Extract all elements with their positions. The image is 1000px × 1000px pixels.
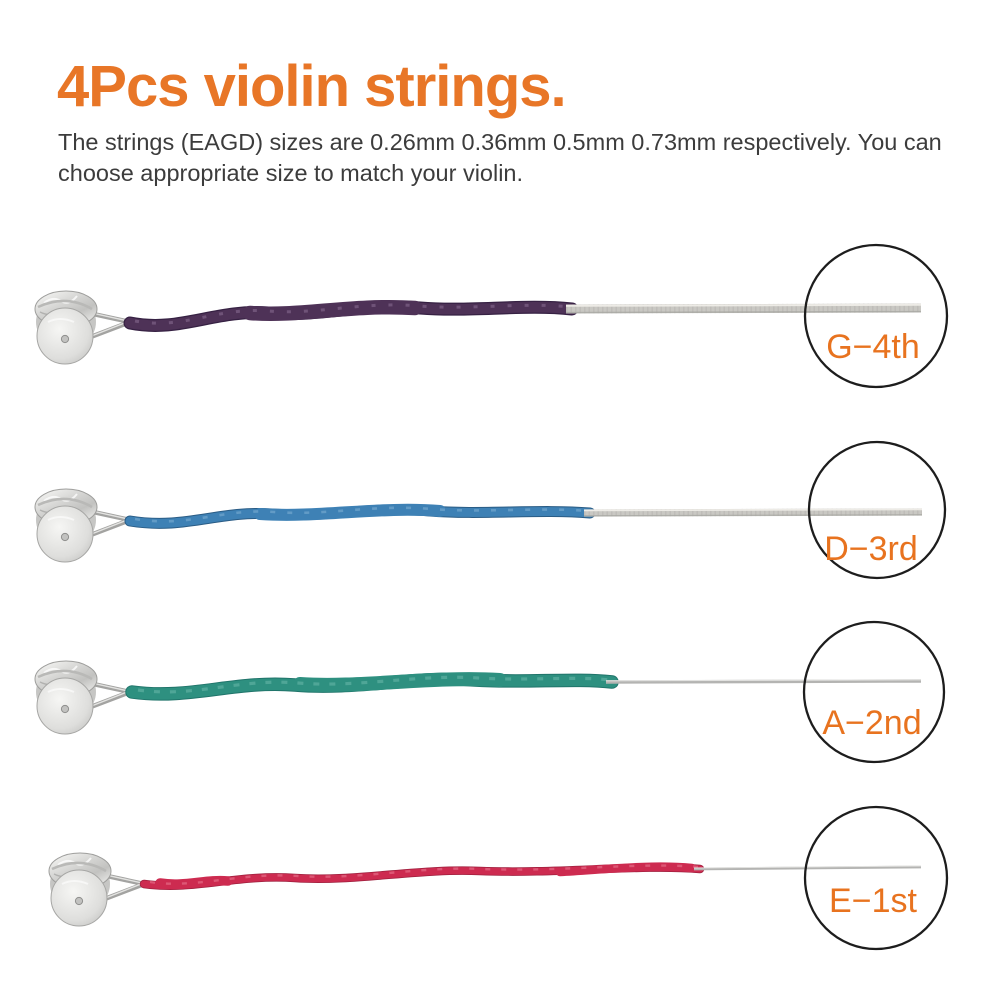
ball-end-icon [35,291,130,364]
string-tail-texture [565,303,922,314]
string-tail-highlight [605,679,922,682]
subtitle-line-1: The strings (EAGD) sizes are 0.26mm 0.36… [58,129,942,155]
subtitle: The strings (EAGD) sizes are 0.26mm 0.36… [58,127,942,189]
silk-winding-bulge [254,503,446,521]
ball-end-icon [35,661,130,734]
string-tail [605,679,922,684]
string-tail-highlight [693,865,922,869]
string-label-g-4th: G−4th [826,328,920,366]
string-label-a-2nd: A−2nd [822,704,922,742]
string-tail-highlight [583,508,923,512]
string-label-e-1st: E−1st [829,882,917,920]
string-tail-highlight [565,303,922,307]
string-tail [565,303,922,314]
ball-end-icon [49,853,144,926]
string-tail-shade [565,310,922,314]
silk-winding-flecks [137,675,611,694]
annotation-circle-d [807,440,947,580]
annotation-circle-e [803,805,949,951]
string-tail-shade [583,514,923,517]
page-title: 4Pcs violin strings. [57,54,567,119]
silk-winding-bulge [242,299,423,322]
silk-winding-flecks [134,303,571,325]
string-row-d-3rd [35,440,947,580]
silk-winding-flecks [134,506,589,523]
subtitle-line-2: choose appropriate size to match your vi… [58,160,524,186]
string-label-d-3rd: D−3rd [824,530,918,568]
string-tail [693,865,922,871]
string-row-g-4th [35,243,949,389]
annotation-circle-a [802,620,946,764]
string-row-a-2nd [35,620,946,764]
annotation-circle-g [803,243,949,389]
string-row-e-1st [49,805,949,951]
string-tail [583,508,923,517]
silk-winding-bulge-2 [555,862,697,877]
ball-end-icon [35,489,130,562]
